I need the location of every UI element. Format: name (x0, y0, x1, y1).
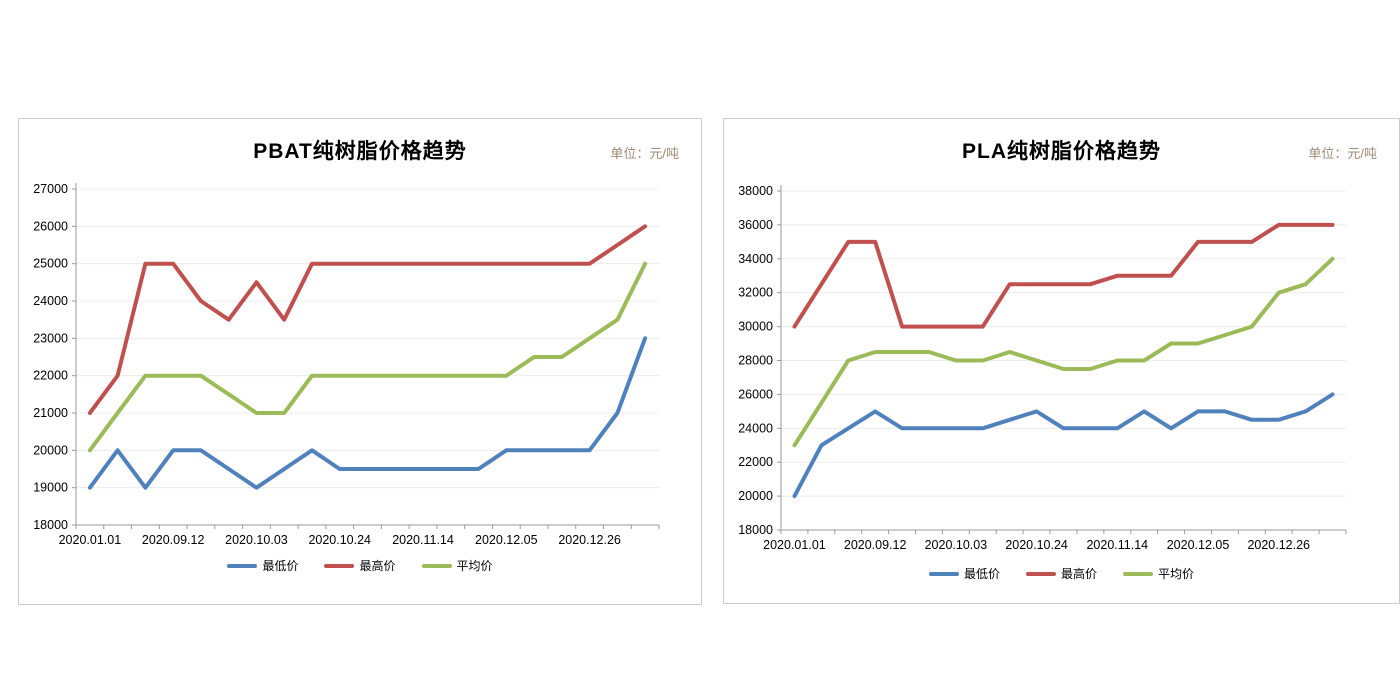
legend-item-min: 最低价 (928, 565, 1000, 582)
svg-text:30000: 30000 (738, 320, 773, 334)
svg-text:2020.12.05: 2020.12.05 (1167, 538, 1230, 552)
svg-text:2020.12.26: 2020.12.26 (558, 533, 621, 547)
svg-text:20000: 20000 (33, 443, 68, 457)
legend-line-swatch-avg (1123, 571, 1153, 576)
svg-text:34000: 34000 (738, 252, 773, 266)
legend-line-swatch-min (227, 563, 258, 568)
legend-line-swatch-max (324, 563, 355, 568)
svg-text:25000: 25000 (33, 257, 68, 271)
svg-text:28000: 28000 (738, 354, 773, 368)
svg-text:2020.10.03: 2020.10.03 (925, 538, 988, 552)
chart-panel-pla: PLA纯树脂价格趋势 单位：元/吨 18000 20000 22000 24000 26… (723, 118, 1400, 604)
legend-label-max: 最高价 (1060, 567, 1097, 581)
svg-text:2020.01.01: 2020.01.01 (59, 533, 122, 547)
svg-text:2020.10.03: 2020.10.03 (225, 533, 288, 547)
legend-line-swatch-min (928, 571, 959, 576)
svg-text:22000: 22000 (738, 455, 773, 469)
svg-text:18000: 18000 (33, 518, 68, 532)
svg-text:32000: 32000 (738, 286, 773, 300)
svg-text:2020.09.12: 2020.09.12 (142, 533, 205, 547)
svg-text:36000: 36000 (738, 218, 773, 232)
svg-text:2020.12.05: 2020.12.05 (475, 533, 538, 547)
legend-label-min: 最低价 (262, 559, 299, 573)
svg-text:2020.09.12: 2020.09.12 (844, 538, 907, 552)
legend-label-avg: 平均价 (456, 559, 493, 573)
svg-text:19000: 19000 (33, 481, 68, 495)
legend-item-max: 最高价 (324, 557, 396, 574)
svg-text:38000: 38000 (738, 184, 773, 198)
svg-text:2020.10.24: 2020.10.24 (308, 533, 371, 547)
svg-text:22000: 22000 (33, 369, 68, 383)
unit-label: 单位：元/吨 (610, 146, 679, 161)
legend-item-max: 最高价 (1025, 565, 1097, 582)
svg-text:18000: 18000 (738, 523, 773, 537)
legend-item-avg: 平均价 (1123, 565, 1194, 582)
pbat-price-trend-chart: 18000 19000 20000 21000 22000 23000 24000 25000… (33, 182, 660, 547)
svg-text:2020.12.26: 2020.12.26 (1247, 538, 1310, 552)
chart-title: PLA纯树脂价格趋势 (962, 140, 1161, 163)
legend-line-swatch-max (1025, 571, 1056, 576)
chart-panel-pbat: PBAT纯树脂价格趋势 单位：元/吨 18000 19000 20000 21000 2… (18, 118, 702, 605)
svg-text:2020.11.14: 2020.11.14 (1086, 538, 1148, 552)
svg-text:2020.01.01: 2020.01.01 (763, 538, 826, 552)
svg-text:26000: 26000 (738, 387, 773, 401)
unit-label: 单位：元/吨 (1308, 146, 1377, 161)
svg-text:27000: 27000 (33, 182, 68, 196)
chart-title: PBAT纯树脂价格趋势 (253, 140, 467, 163)
chart-legend: 最低价 最高价 平均价 (724, 565, 1399, 582)
svg-text:2020.11.14: 2020.11.14 (392, 533, 454, 547)
legend-item-avg: 平均价 (421, 557, 493, 574)
svg-text:21000: 21000 (33, 406, 68, 420)
svg-text:24000: 24000 (738, 421, 773, 435)
svg-text:2020.10.24: 2020.10.24 (1005, 538, 1068, 552)
svg-text:20000: 20000 (738, 489, 773, 503)
pla-price-trend-chart: 18000 20000 22000 24000 26000 28000 30000 32000… (738, 184, 1347, 552)
legend-item-min: 最低价 (227, 557, 298, 574)
legend-label-avg: 平均价 (1158, 567, 1195, 581)
legend-label-min: 最低价 (963, 567, 1000, 581)
legend-label-max: 最高价 (359, 559, 396, 573)
chart-legend: 最低价 最高价 平均价 (19, 557, 701, 574)
svg-text:24000: 24000 (33, 294, 68, 308)
svg-text:26000: 26000 (33, 219, 68, 233)
svg-text:23000: 23000 (33, 331, 68, 345)
legend-line-swatch-avg (421, 563, 452, 568)
